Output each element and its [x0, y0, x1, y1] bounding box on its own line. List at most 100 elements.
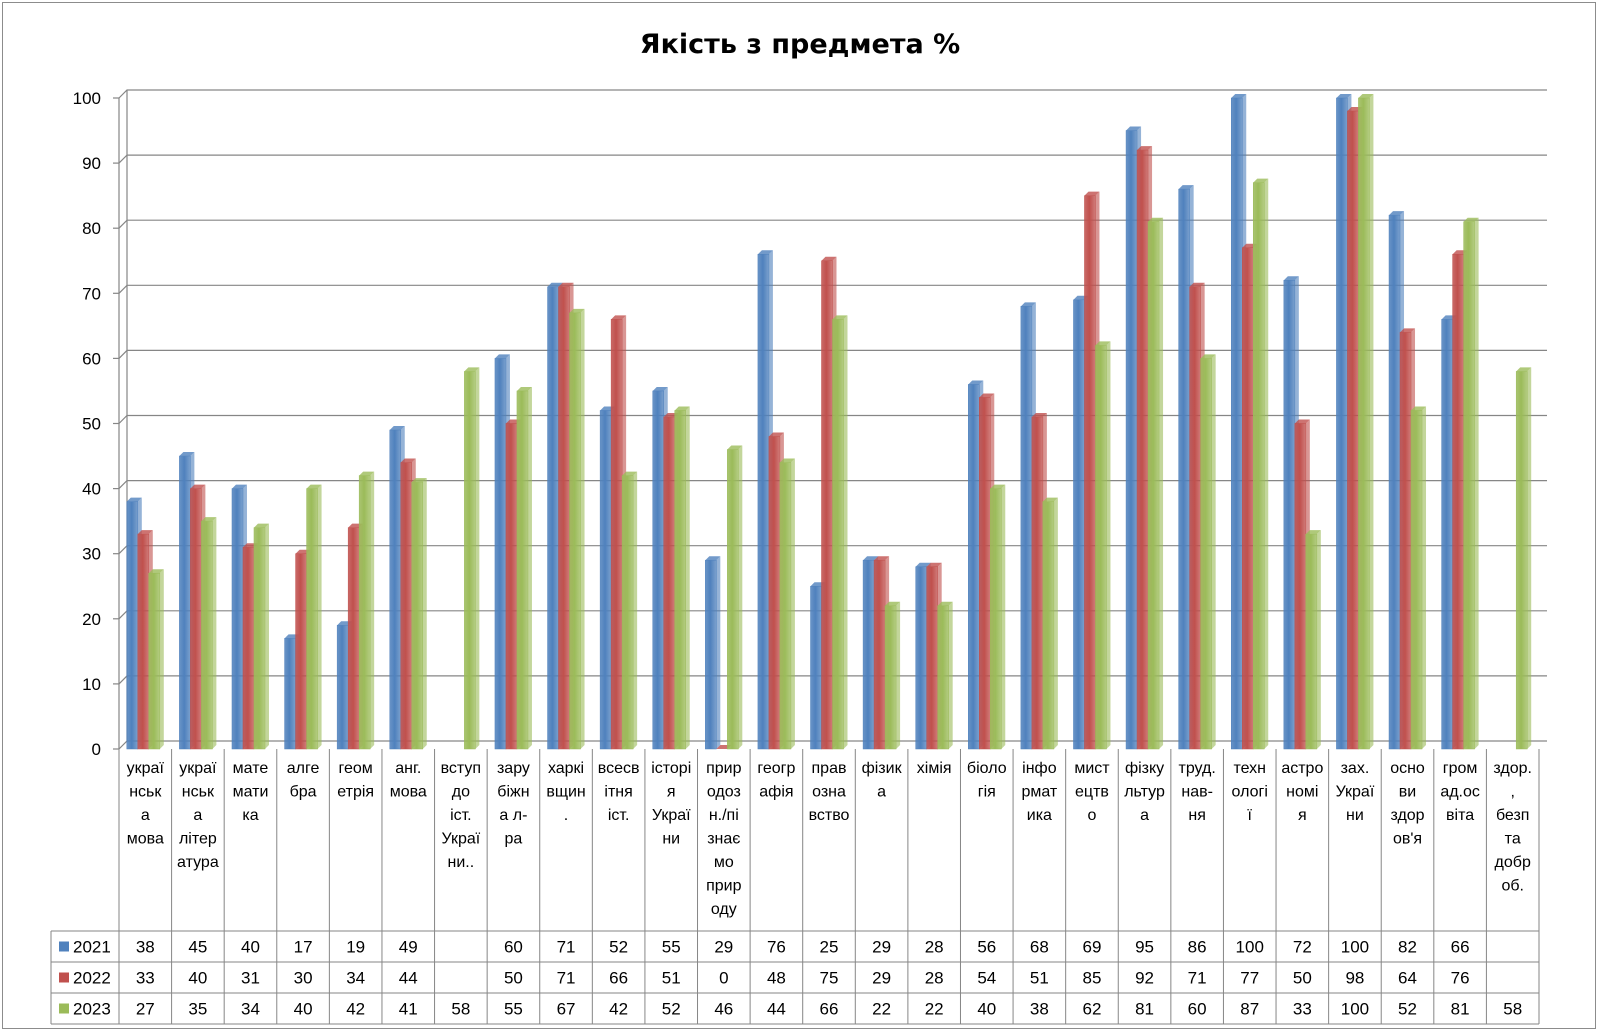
bar-2023: [569, 308, 585, 750]
bar-2023: [779, 458, 795, 750]
category-label: геом етрія: [337, 760, 374, 801]
data-label: 29: [872, 969, 891, 988]
data-label: 55: [504, 1000, 523, 1019]
data-label: 42: [346, 1000, 365, 1019]
category-label: харкі вщин.: [546, 760, 585, 824]
data-label: 40: [294, 1000, 313, 1019]
bar-2023: [358, 471, 375, 750]
bar-2021: [705, 556, 721, 750]
data-label: 51: [1030, 969, 1049, 988]
data-label: 22: [872, 1000, 891, 1019]
category-label: украї нськ а літер атура: [177, 760, 219, 871]
category-label: астро номі я: [1281, 760, 1323, 824]
data-label: 100: [1341, 1000, 1369, 1019]
data-label: 98: [1345, 969, 1364, 988]
category-label: вступ до іст. Украї ни..: [441, 760, 482, 871]
bar-2023: [621, 471, 638, 750]
data-label: 51: [662, 969, 681, 988]
category-label: здор., безп та добр об.: [1493, 760, 1532, 895]
data-table: украї нськ а мова украї нськ а літер атура мате ма…: [50, 749, 1540, 1025]
data-label: 69: [1083, 938, 1102, 957]
data-label: 62: [1083, 1000, 1102, 1019]
bar-2023: [990, 484, 1006, 750]
category-label: зах. Украї ни: [1336, 760, 1375, 824]
y-tick-label: 80: [82, 219, 101, 238]
data-label: 41: [399, 1000, 418, 1019]
data-label: 19: [346, 938, 365, 957]
y-tick-label: 70: [82, 284, 101, 303]
data-label: 85: [1083, 969, 1102, 988]
data-label: 45: [188, 938, 207, 957]
data-label: 55: [662, 938, 681, 957]
legend-label: 2023: [73, 1000, 111, 1019]
data-label: 81: [1135, 1000, 1154, 1019]
bar-2023: [1358, 94, 1374, 750]
data-label: 31: [241, 969, 260, 988]
bar-2023: [1515, 367, 1532, 750]
data-label: 52: [662, 1000, 681, 1019]
data-label: 25: [820, 938, 839, 957]
legend-key-2023: [59, 1003, 69, 1014]
data-label: 58: [451, 1000, 470, 1019]
bar-2023: [727, 445, 743, 750]
data-label: 48: [767, 969, 786, 988]
y-tick-label: 100: [73, 89, 101, 108]
bar-2023: [1200, 354, 1216, 750]
bar-2023: [1410, 406, 1427, 750]
data-label: 64: [1398, 969, 1417, 988]
category-label: всесв ітня іст.: [598, 760, 640, 824]
data-label: 68: [1030, 938, 1049, 957]
data-label: 71: [1188, 969, 1207, 988]
category-label: біоло гія: [967, 760, 1007, 801]
y-tick-label: 10: [82, 675, 101, 694]
category-label: фізик а: [862, 760, 903, 801]
data-label: 50: [504, 969, 523, 988]
data-label: 66: [609, 969, 628, 988]
category-label: мате мати ка: [233, 760, 269, 824]
category-label: зару біжн а л-ра: [497, 760, 530, 848]
data-label: 52: [1398, 1000, 1417, 1019]
category-label: прав озна вство: [809, 760, 850, 824]
y-tick-label: 60: [82, 349, 101, 368]
legend-key-2021: [59, 941, 69, 952]
data-label: 28: [925, 938, 944, 957]
category-label: алге бра: [287, 760, 320, 801]
bar-2023: [516, 386, 532, 750]
data-label: 40: [241, 938, 260, 957]
data-label: 100: [1341, 938, 1369, 957]
category-label: украї нськ а мова: [127, 760, 165, 848]
data-label: 66: [820, 1000, 839, 1019]
data-label: 60: [1188, 1000, 1207, 1019]
data-label: 35: [188, 1000, 207, 1019]
category-label: осно ви здор ов'я: [1390, 760, 1425, 848]
data-label: 29: [714, 938, 733, 957]
bar-2023: [306, 484, 322, 750]
data-label: 56: [977, 938, 996, 957]
y-tick-label: 30: [82, 545, 101, 564]
data-label: 58: [1503, 1000, 1522, 1019]
data-label: 38: [136, 938, 155, 957]
gridline: [118, 89, 1547, 99]
y-tick-label: 40: [82, 480, 101, 499]
bar-2023: [411, 478, 427, 750]
bar-2023: [1305, 530, 1321, 750]
bar-chart: Якість з предмета % 0 10 20 30 40 50 60 70 80 90 1…: [50, 29, 1547, 1025]
category-label: труд. нав-ня: [1178, 760, 1215, 824]
data-label: 100: [1236, 938, 1264, 957]
y-axis: 0 10 20 30 40 50 60 70 80 90 100: [73, 89, 128, 759]
bar-2023: [832, 315, 848, 750]
data-label: 76: [1451, 969, 1470, 988]
data-label: 40: [977, 1000, 996, 1019]
category-label: фізку льтур а: [1124, 760, 1165, 824]
data-label: 33: [136, 969, 155, 988]
bar-2023: [464, 367, 480, 750]
bar-2023: [1463, 217, 1479, 750]
data-label: 71: [557, 969, 576, 988]
bar-2023: [253, 523, 269, 750]
legend-label: 2021: [73, 938, 111, 957]
data-label: 40: [188, 969, 207, 988]
data-label: 17: [294, 938, 313, 957]
bar-2023: [1147, 217, 1164, 750]
gridline: [118, 219, 1547, 229]
